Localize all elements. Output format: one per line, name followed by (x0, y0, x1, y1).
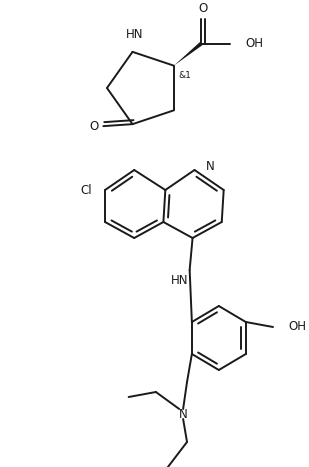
Text: O: O (198, 2, 208, 15)
Text: HN: HN (171, 274, 189, 286)
Text: N: N (206, 161, 215, 174)
Text: OH: OH (289, 320, 307, 333)
Polygon shape (174, 42, 202, 66)
Text: N: N (179, 408, 188, 420)
Text: HN: HN (126, 28, 143, 41)
Text: &1: &1 (179, 71, 192, 80)
Text: O: O (89, 120, 98, 133)
Text: OH: OH (246, 37, 264, 50)
Text: Cl: Cl (81, 184, 92, 197)
